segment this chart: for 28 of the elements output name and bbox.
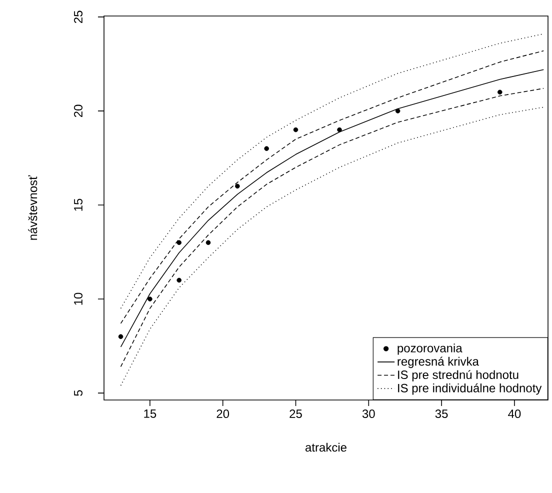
point: [118, 334, 124, 340]
point: [235, 184, 240, 189]
point: [206, 240, 211, 245]
y-tick-label: 10: [74, 292, 82, 305]
x-tick-label: 30: [362, 410, 375, 418]
point: [264, 146, 269, 151]
y-tick-label: 15: [74, 198, 82, 211]
legend-label: IS pre individuálne hodnoty: [398, 383, 542, 395]
point: [337, 127, 342, 132]
x-tick-label: 15: [144, 410, 156, 418]
point: [176, 240, 182, 245]
point: [395, 108, 400, 114]
y-axis-title: návštevnosť: [28, 175, 38, 240]
point: [148, 296, 152, 302]
x-axis-title: atrakcie: [306, 442, 346, 452]
point: [293, 127, 298, 132]
point: [497, 90, 502, 95]
x-tick-label: 35: [435, 410, 448, 418]
legend-label: pozorovania: [398, 344, 462, 355]
y-tick-label: 25: [74, 10, 82, 23]
legend-label: regresná krivka: [398, 356, 479, 368]
y-tick-label: 20: [74, 104, 82, 118]
x-tick-label: 20: [216, 410, 230, 418]
point: [176, 278, 182, 283]
x-tick-label: 40: [508, 410, 521, 418]
y-tick-label: 5: [74, 390, 82, 396]
x-tick-label: 25: [290, 410, 302, 418]
legend-label: IS pre strednú hodnotu: [398, 370, 518, 382]
